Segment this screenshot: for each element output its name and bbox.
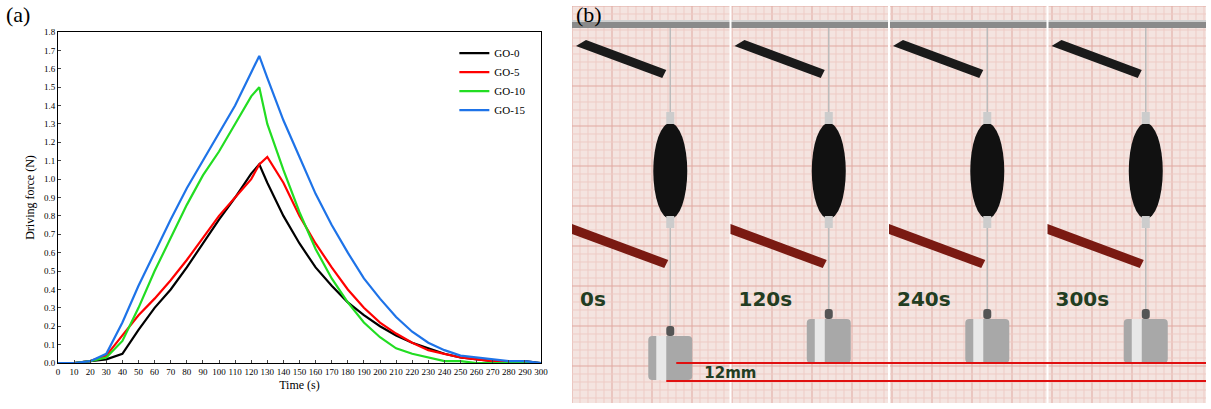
svg-text:110: 110: [229, 367, 243, 377]
svg-text:1.0: 1.0: [44, 174, 56, 184]
svg-text:1.4: 1.4: [44, 101, 56, 111]
svg-text:10: 10: [70, 367, 80, 377]
svg-text:60: 60: [150, 367, 160, 377]
svg-text:120s: 120s: [739, 287, 793, 311]
svg-text:GO-15: GO-15: [494, 104, 525, 116]
svg-text:0.9: 0.9: [44, 193, 56, 203]
svg-text:0s: 0s: [580, 287, 606, 311]
svg-text:220: 220: [405, 367, 419, 377]
svg-text:300s: 300s: [1056, 287, 1110, 311]
svg-text:260: 260: [470, 367, 484, 377]
svg-text:290: 290: [518, 367, 532, 377]
svg-text:Driving force (N): Driving force (N): [23, 155, 37, 240]
svg-text:0.0: 0.0: [44, 358, 56, 368]
svg-text:1.5: 1.5: [44, 82, 56, 92]
svg-text:240s: 240s: [897, 287, 951, 311]
svg-text:300: 300: [534, 367, 548, 377]
html-text:(a): (a): [6, 2, 31, 27]
svg-text:1.7: 1.7: [44, 46, 56, 56]
svg-text:1.6: 1.6: [44, 64, 56, 74]
svg-text:30: 30: [102, 367, 112, 377]
svg-text:0.4: 0.4: [44, 285, 56, 295]
svg-text:Time (s): Time (s): [279, 378, 320, 392]
svg-text:210: 210: [389, 367, 403, 377]
svg-text:80: 80: [182, 367, 192, 377]
svg-text:160: 160: [309, 367, 323, 377]
svg-text:0.5: 0.5: [44, 266, 56, 276]
svg-text:150: 150: [293, 367, 307, 377]
svg-text:0.8: 0.8: [44, 211, 56, 221]
svg-text:280: 280: [502, 367, 516, 377]
svg-text:12mm: 12mm: [704, 364, 756, 382]
svg-text:0.3: 0.3: [44, 303, 56, 313]
svg-text:20: 20: [86, 367, 96, 377]
svg-text:0.6: 0.6: [44, 248, 56, 258]
svg-text:50: 50: [134, 367, 144, 377]
svg-text:0: 0: [56, 367, 61, 377]
svg-text:70: 70: [166, 367, 176, 377]
svg-text:180: 180: [341, 367, 355, 377]
svg-text:200: 200: [373, 367, 387, 377]
svg-text:0.2: 0.2: [44, 321, 55, 331]
svg-text:1.1: 1.1: [44, 156, 55, 166]
svg-text:0.1: 0.1: [44, 340, 55, 350]
svg-text:240: 240: [438, 367, 452, 377]
svg-text:230: 230: [422, 367, 436, 377]
svg-text:250: 250: [454, 367, 468, 377]
svg-text:130: 130: [261, 367, 275, 377]
svg-text:140: 140: [277, 367, 291, 377]
svg-text:GO-5: GO-5: [494, 66, 520, 78]
svg-text:1.3: 1.3: [44, 119, 56, 129]
svg-text:40: 40: [118, 367, 128, 377]
svg-text:1.8: 1.8: [44, 27, 56, 37]
svg-text:190: 190: [357, 367, 371, 377]
html-text:(b): (b): [576, 2, 602, 27]
svg-text:170: 170: [325, 367, 339, 377]
svg-text:GO-0: GO-0: [494, 47, 520, 59]
svg-text:90: 90: [198, 367, 208, 377]
svg-text:GO-10: GO-10: [494, 85, 525, 97]
svg-text:1.2: 1.2: [44, 137, 55, 147]
svg-text:120: 120: [244, 367, 258, 377]
svg-text:270: 270: [486, 367, 500, 377]
svg-text:0.7: 0.7: [44, 229, 56, 239]
svg-text:100: 100: [212, 367, 226, 377]
